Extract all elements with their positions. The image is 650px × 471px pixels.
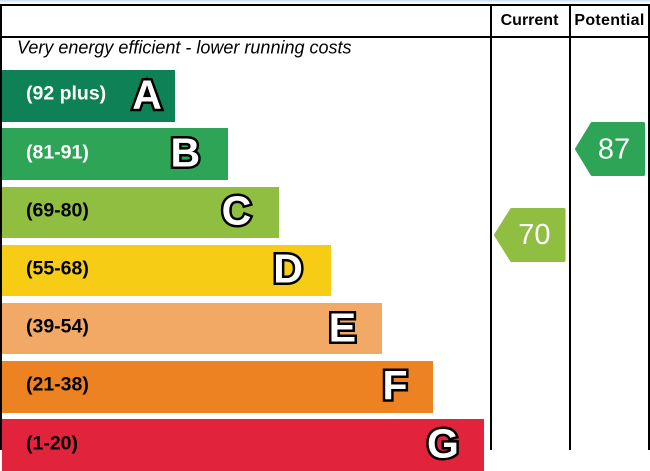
svg-text:70: 70 [518,219,550,251]
svg-text:87: 87 [597,133,629,165]
